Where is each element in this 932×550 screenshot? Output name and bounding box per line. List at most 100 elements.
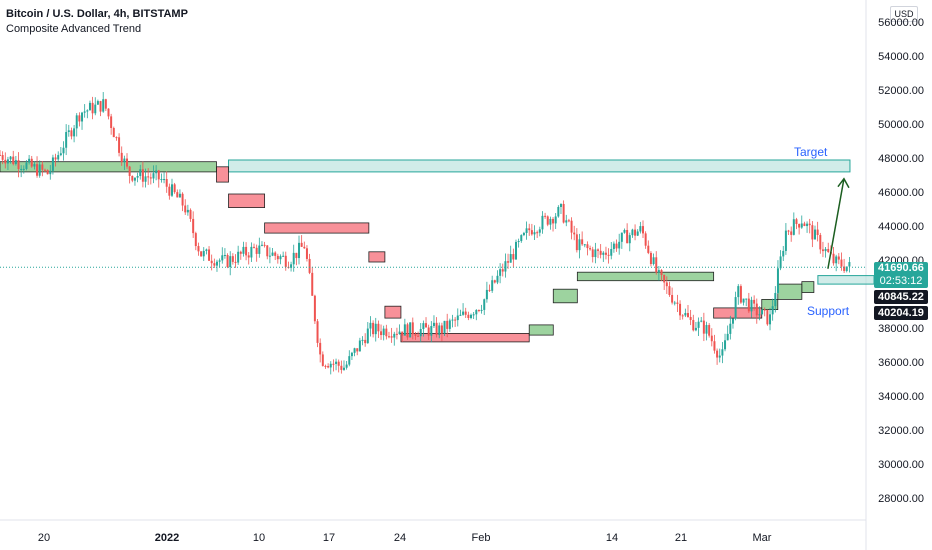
candle-body <box>276 255 279 260</box>
candle-body <box>157 170 160 180</box>
candle-body <box>501 269 504 272</box>
candle-body <box>718 355 721 358</box>
candle-body <box>626 229 629 244</box>
support-zone <box>817 275 875 285</box>
candle-body <box>597 249 600 251</box>
y-tick-label: 56000.00 <box>878 17 924 29</box>
candle-body <box>745 298 748 300</box>
support-label: Support <box>807 304 850 318</box>
trend-band-segment <box>713 307 763 319</box>
candle-body <box>456 315 459 321</box>
candle-body <box>54 157 57 160</box>
candle-body <box>493 280 496 283</box>
candle-body <box>258 245 261 254</box>
candle-body <box>226 255 229 268</box>
candle-body <box>414 334 417 336</box>
y-tick-label: 28000.00 <box>878 493 924 505</box>
trend-band-segment <box>777 283 803 300</box>
candle-body <box>514 241 517 260</box>
candle-body <box>255 247 258 254</box>
candle-body <box>96 101 99 105</box>
candle-body <box>581 239 584 245</box>
trend-band-segment <box>552 288 578 304</box>
candle-body <box>721 349 724 356</box>
candle-body <box>602 252 605 255</box>
candle-body <box>361 339 364 341</box>
candle-body <box>321 354 324 366</box>
trend-band-segment <box>576 271 715 282</box>
candle-body <box>242 246 245 254</box>
candle-body <box>549 218 552 225</box>
candle-body <box>713 341 716 351</box>
candle-body <box>589 248 592 250</box>
candle-body <box>295 252 298 259</box>
candle-body <box>67 130 70 133</box>
candle-body <box>189 209 192 219</box>
last-price-value: 41690.66 <box>878 262 924 274</box>
candle-body <box>758 314 761 316</box>
candle-body <box>800 223 803 228</box>
candle-body <box>382 328 385 336</box>
candle-body <box>742 298 745 303</box>
candle-body <box>504 261 507 272</box>
candle-body <box>133 177 136 181</box>
candle-body <box>126 158 129 167</box>
candle-body <box>86 110 89 112</box>
trend-upper-tag: 40845.22 <box>874 290 928 304</box>
candle-body <box>260 244 263 246</box>
candle-body <box>350 352 353 357</box>
candle-body <box>401 331 404 336</box>
candle-body <box>417 335 420 337</box>
candle-body <box>776 268 779 293</box>
candle-body <box>234 261 237 263</box>
candle-body <box>795 219 798 225</box>
candle-body <box>647 245 650 253</box>
candle-body <box>205 249 208 251</box>
candle-body <box>139 169 142 177</box>
candle-body <box>1 155 4 160</box>
candle-body <box>477 310 480 312</box>
candle-body <box>655 257 658 273</box>
candle-body <box>567 220 570 222</box>
candle-body <box>104 99 107 109</box>
trend-band-segment <box>368 251 386 263</box>
candle-body <box>607 254 610 256</box>
last-price-tag: 41690.66 02:53:12 <box>874 262 928 288</box>
candle-body <box>422 323 425 330</box>
candle-body <box>559 203 562 208</box>
candle-body <box>36 164 39 176</box>
candle-body <box>644 233 647 246</box>
candle-body <box>692 319 695 331</box>
target-label: Target <box>794 145 828 159</box>
currency-badge[interactable]: USD <box>890 6 918 22</box>
candle-body <box>366 328 369 344</box>
candle-body <box>522 232 525 236</box>
candle-body <box>700 320 703 322</box>
candle-body <box>536 232 539 234</box>
candle-body <box>427 327 430 336</box>
candle-body <box>747 298 750 312</box>
target-zone <box>228 159 851 173</box>
x-tick-label: 21 <box>674 532 688 544</box>
candle-body <box>462 311 465 315</box>
x-tick-label: 20 <box>37 532 51 544</box>
candle-body <box>107 108 110 117</box>
candle-body <box>485 289 488 300</box>
candle-body <box>65 132 68 148</box>
candle-body <box>387 336 390 338</box>
candle-body <box>192 218 195 234</box>
candle-body <box>716 350 719 358</box>
candle-body <box>25 162 28 169</box>
candle-body <box>213 263 216 266</box>
candle-body <box>282 255 285 257</box>
candle-body <box>533 232 536 235</box>
candle-body <box>411 322 414 335</box>
candle-body <box>218 260 221 262</box>
candle-body <box>75 115 78 129</box>
candle-body <box>689 317 692 320</box>
candle-body <box>353 348 356 353</box>
candle-body <box>210 260 213 264</box>
candle-body <box>131 175 134 181</box>
candle-body <box>221 255 224 261</box>
